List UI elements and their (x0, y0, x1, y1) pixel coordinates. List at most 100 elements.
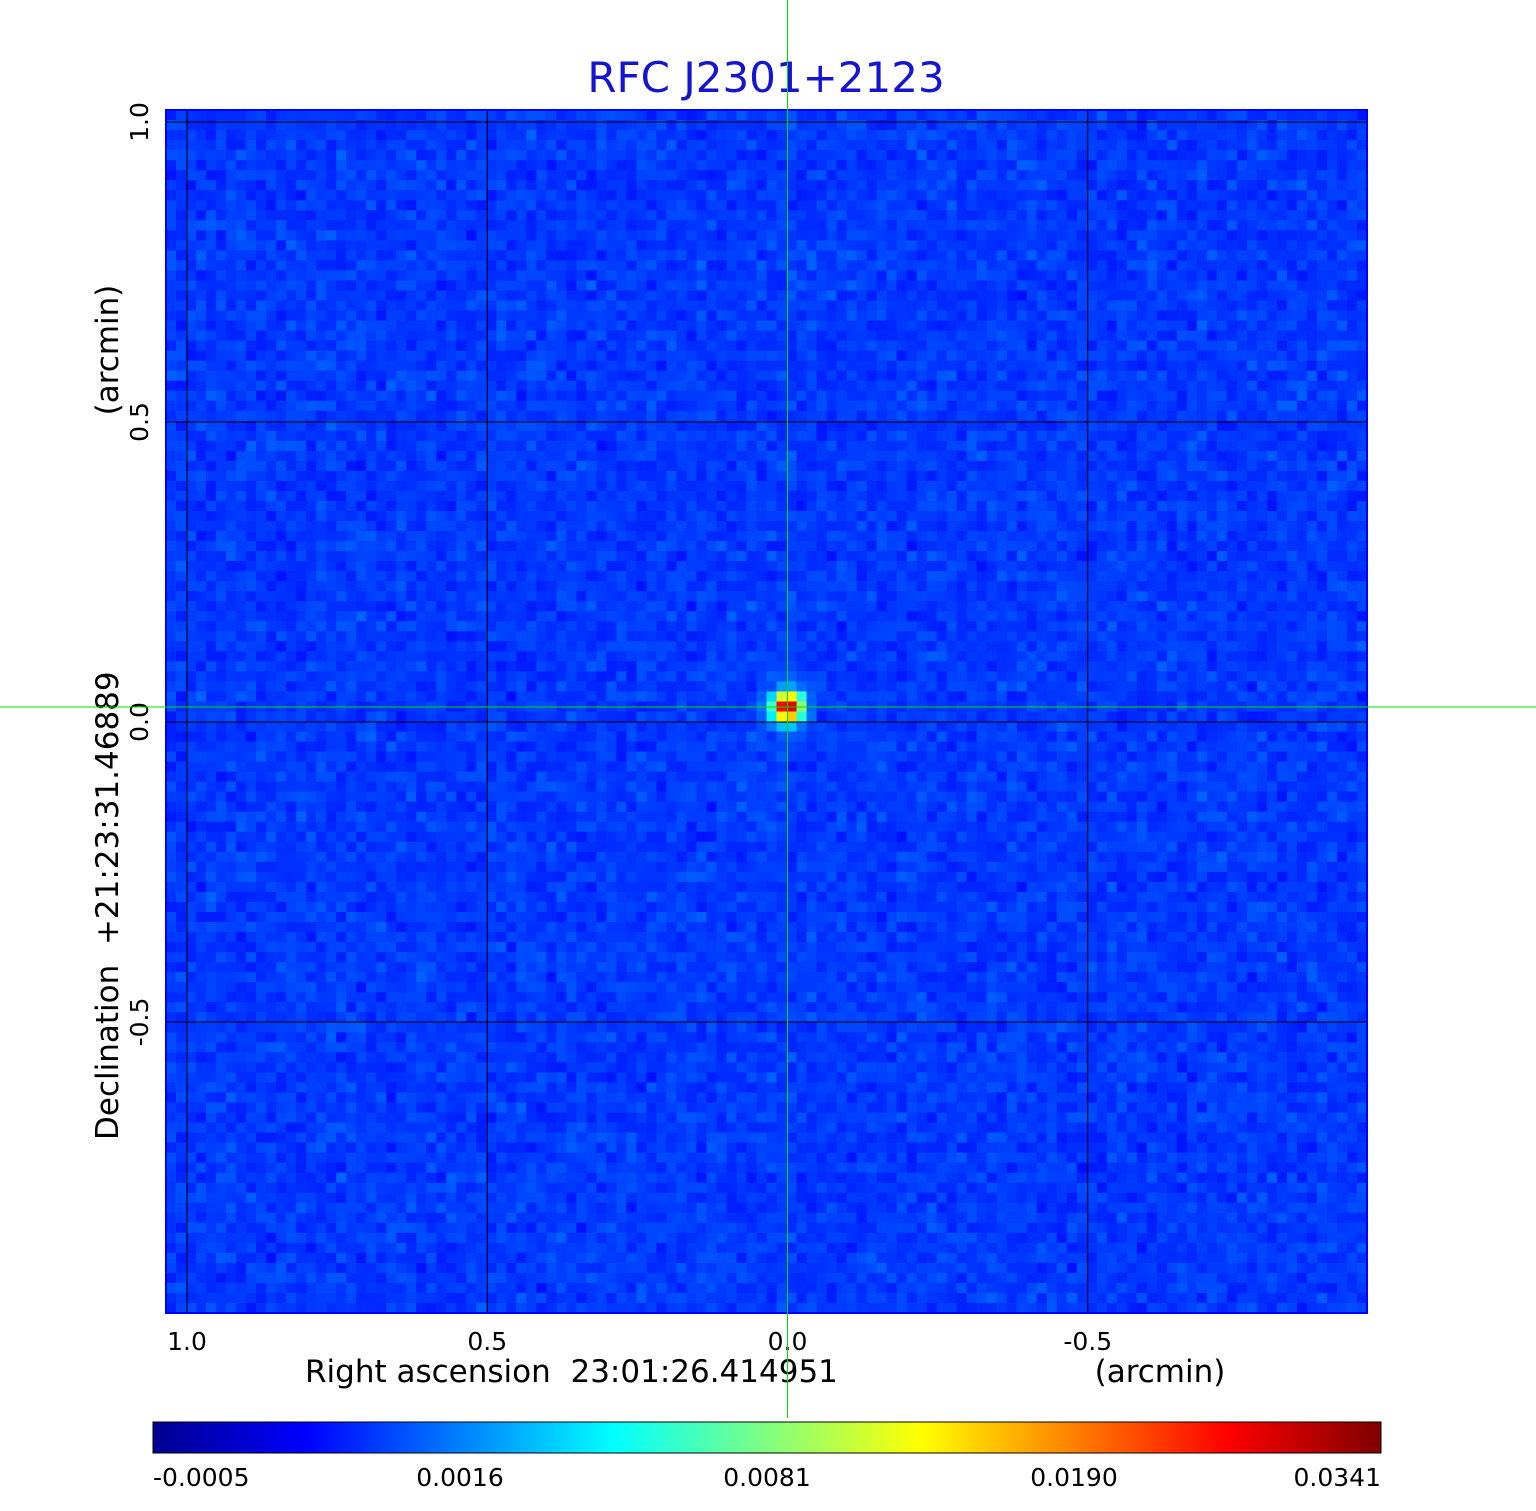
heatmap-cell (656, 130, 668, 141)
heatmap-cell (816, 350, 828, 362)
heatmap-cell (1246, 511, 1258, 522)
heatmap-cell (316, 390, 327, 402)
heatmap-cell (556, 410, 567, 422)
heatmap-cell (286, 140, 297, 151)
heatmap-cell (746, 370, 758, 382)
heatmap-cell (546, 320, 557, 332)
heatmap-cell (446, 490, 457, 502)
heatmap-cell (316, 240, 327, 251)
heatmap-cell (406, 410, 417, 422)
heatmap-cell (236, 440, 247, 452)
heatmap-cell (1226, 150, 1238, 161)
heatmap-cell (486, 390, 497, 402)
heatmap-cell (246, 130, 257, 141)
heatmap-cell (1186, 110, 1198, 121)
heatmap-cell (596, 190, 607, 201)
heatmap-cell (446, 430, 457, 442)
heatmap-cell (206, 170, 217, 181)
heatmap-cell (596, 511, 607, 522)
heatmap-cell (306, 490, 317, 502)
heatmap-cell (516, 480, 527, 492)
heatmap-cell (1356, 400, 1367, 412)
heatmap-cell (756, 190, 768, 201)
heatmap-cell (496, 160, 507, 171)
heatmap-cell (926, 180, 938, 191)
heatmap-cell (836, 110, 848, 121)
heatmap-cell (486, 410, 497, 422)
heatmap-cell (496, 440, 507, 452)
heatmap-cell (246, 150, 257, 161)
heatmap-cell (386, 420, 397, 432)
heatmap-cell (976, 480, 988, 492)
heatmap-cell (456, 390, 467, 402)
heatmap-cell (646, 280, 658, 292)
heatmap-cell (836, 270, 848, 282)
heatmap-cell (206, 460, 217, 472)
heatmap-cell (966, 350, 978, 362)
heatmap-cell (1166, 390, 1178, 402)
heatmap-cell (826, 190, 838, 201)
heatmap-cell (286, 290, 297, 302)
heatmap-cell (836, 360, 848, 372)
heatmap-cell (746, 490, 758, 502)
heatmap-cell (1206, 220, 1218, 231)
heatmap-cell (526, 480, 537, 492)
heatmap-cell (1226, 410, 1238, 422)
heatmap-cell (586, 160, 597, 171)
heatmap-cell (1026, 370, 1038, 382)
heatmap-cell (1246, 370, 1258, 382)
heatmap-cell (416, 290, 427, 302)
heatmap-cell (306, 320, 317, 332)
heatmap-cell (246, 220, 257, 231)
heatmap-cell (1096, 340, 1108, 352)
heatmap-cell (1166, 450, 1178, 462)
heatmap-cell (346, 410, 357, 422)
heatmap-cell (1196, 230, 1208, 241)
heatmap-cell (276, 521, 287, 532)
heatmap-cell (666, 150, 678, 161)
heatmap-cell (546, 400, 557, 412)
heatmap-cell (256, 521, 267, 532)
heatmap-cell (216, 360, 227, 372)
heatmap-cell (1286, 210, 1298, 221)
heatmap-cell (1046, 470, 1058, 482)
heatmap-cell (1166, 410, 1178, 422)
heatmap-cell (256, 450, 267, 462)
heatmap-cell (866, 130, 878, 141)
heatmap-cell (476, 160, 487, 171)
heatmap-cell (426, 150, 437, 161)
heatmap-cell (876, 440, 888, 452)
heatmap-cell (1336, 150, 1348, 161)
heatmap-cell (1316, 230, 1328, 241)
heatmap-cell (1136, 430, 1148, 442)
heatmap-cell (996, 190, 1008, 201)
heatmap-cell (686, 420, 698, 432)
heatmap-cell (816, 320, 828, 332)
heatmap-cell (1106, 340, 1118, 352)
heatmap-cell (1046, 420, 1058, 432)
heatmap-cell (186, 511, 197, 522)
heatmap-cell (866, 140, 878, 151)
heatmap-cell (806, 390, 818, 402)
heatmap-cell (266, 360, 277, 372)
heatmap-cell (976, 270, 988, 282)
heatmap-cell (726, 400, 738, 412)
heatmap-cell (976, 450, 988, 462)
heatmap-cell (1276, 220, 1288, 231)
heatmap-cell (846, 260, 858, 272)
heatmap-cell (586, 390, 597, 402)
heatmap-cell (246, 370, 257, 382)
heatmap-cell (1296, 300, 1308, 312)
heatmap-cell (696, 340, 708, 352)
heatmap-cell (976, 210, 988, 221)
heatmap-cell (506, 470, 517, 482)
heatmap-cell (996, 230, 1008, 241)
heatmap-cell (1116, 260, 1128, 272)
heatmap-cell (1196, 420, 1208, 432)
heatmap-cell (956, 490, 968, 502)
heatmap-cell (1186, 140, 1198, 151)
heatmap-cell (926, 400, 938, 412)
heatmap-cell (1116, 420, 1128, 432)
heatmap-cell (646, 180, 658, 191)
heatmap-cell (946, 120, 958, 131)
